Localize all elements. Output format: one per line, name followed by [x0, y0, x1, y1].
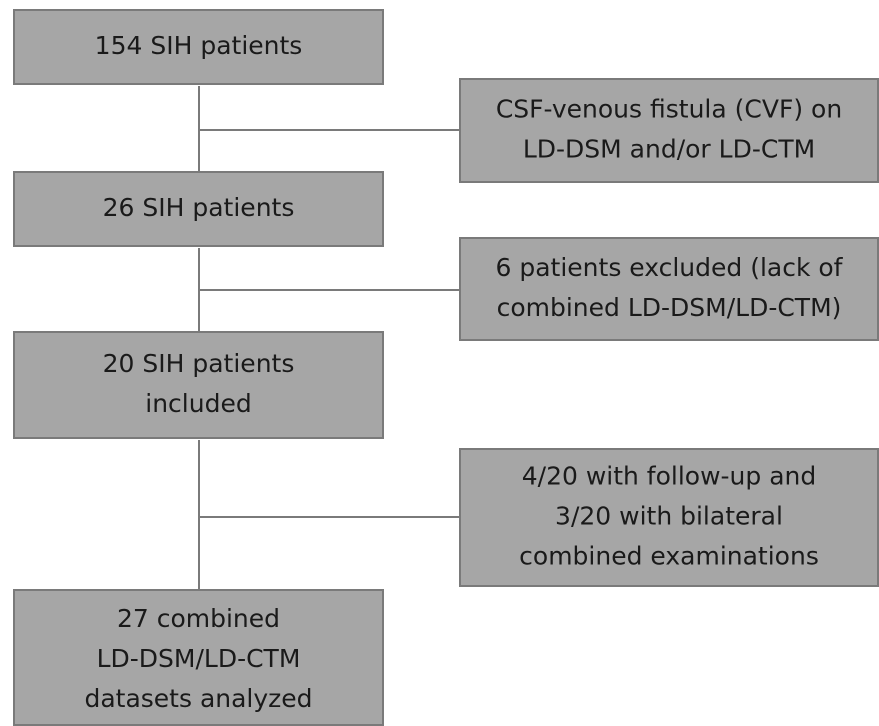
- box-label: LD-DSM and/or LD-CTM: [523, 135, 815, 164]
- box: [13, 9, 384, 85]
- side-box: 4/20 with follow-up and 3/20 with bilater…: [459, 448, 879, 587]
- main-box: 26 SIH patients: [13, 171, 384, 247]
- box: [13, 589, 384, 726]
- box: [13, 331, 384, 439]
- box: [13, 171, 384, 247]
- box-label: combined LD-DSM/LD-CTM): [497, 293, 842, 322]
- box-label: included: [145, 389, 251, 418]
- box: [459, 237, 879, 341]
- box-label: 4/20 with follow-up and: [522, 462, 817, 491]
- side-box: CSF-venous fistula (CVF) on LD-DSM and/or…: [459, 78, 879, 183]
- box-label: LD-DSM/LD-CTM: [97, 644, 301, 673]
- box-label: CSF-venous fistula (CVF) on: [496, 95, 842, 124]
- box-label: 6 patients excluded (lack of: [496, 253, 844, 282]
- box-label: 154 SIH patients: [95, 31, 303, 60]
- main-box: 20 SIH patients included: [13, 331, 384, 439]
- box: [459, 448, 879, 587]
- main-box: 27 combined LD-DSM/LD-CTM datasets analyze…: [13, 589, 384, 726]
- box-label: 3/20 with bilateral: [555, 502, 783, 531]
- box-label: combined examinations: [519, 542, 819, 571]
- main-box: 154 SIH patients: [13, 9, 384, 85]
- box-label: 26 SIH patients: [103, 193, 295, 222]
- box-label: 27 combined: [117, 604, 280, 633]
- box-label: 20 SIH patients: [103, 349, 295, 378]
- side-box: 6 patients excluded (lack of combined LD-…: [459, 237, 879, 341]
- box: [459, 78, 879, 183]
- box-label: datasets analyzed: [84, 684, 312, 713]
